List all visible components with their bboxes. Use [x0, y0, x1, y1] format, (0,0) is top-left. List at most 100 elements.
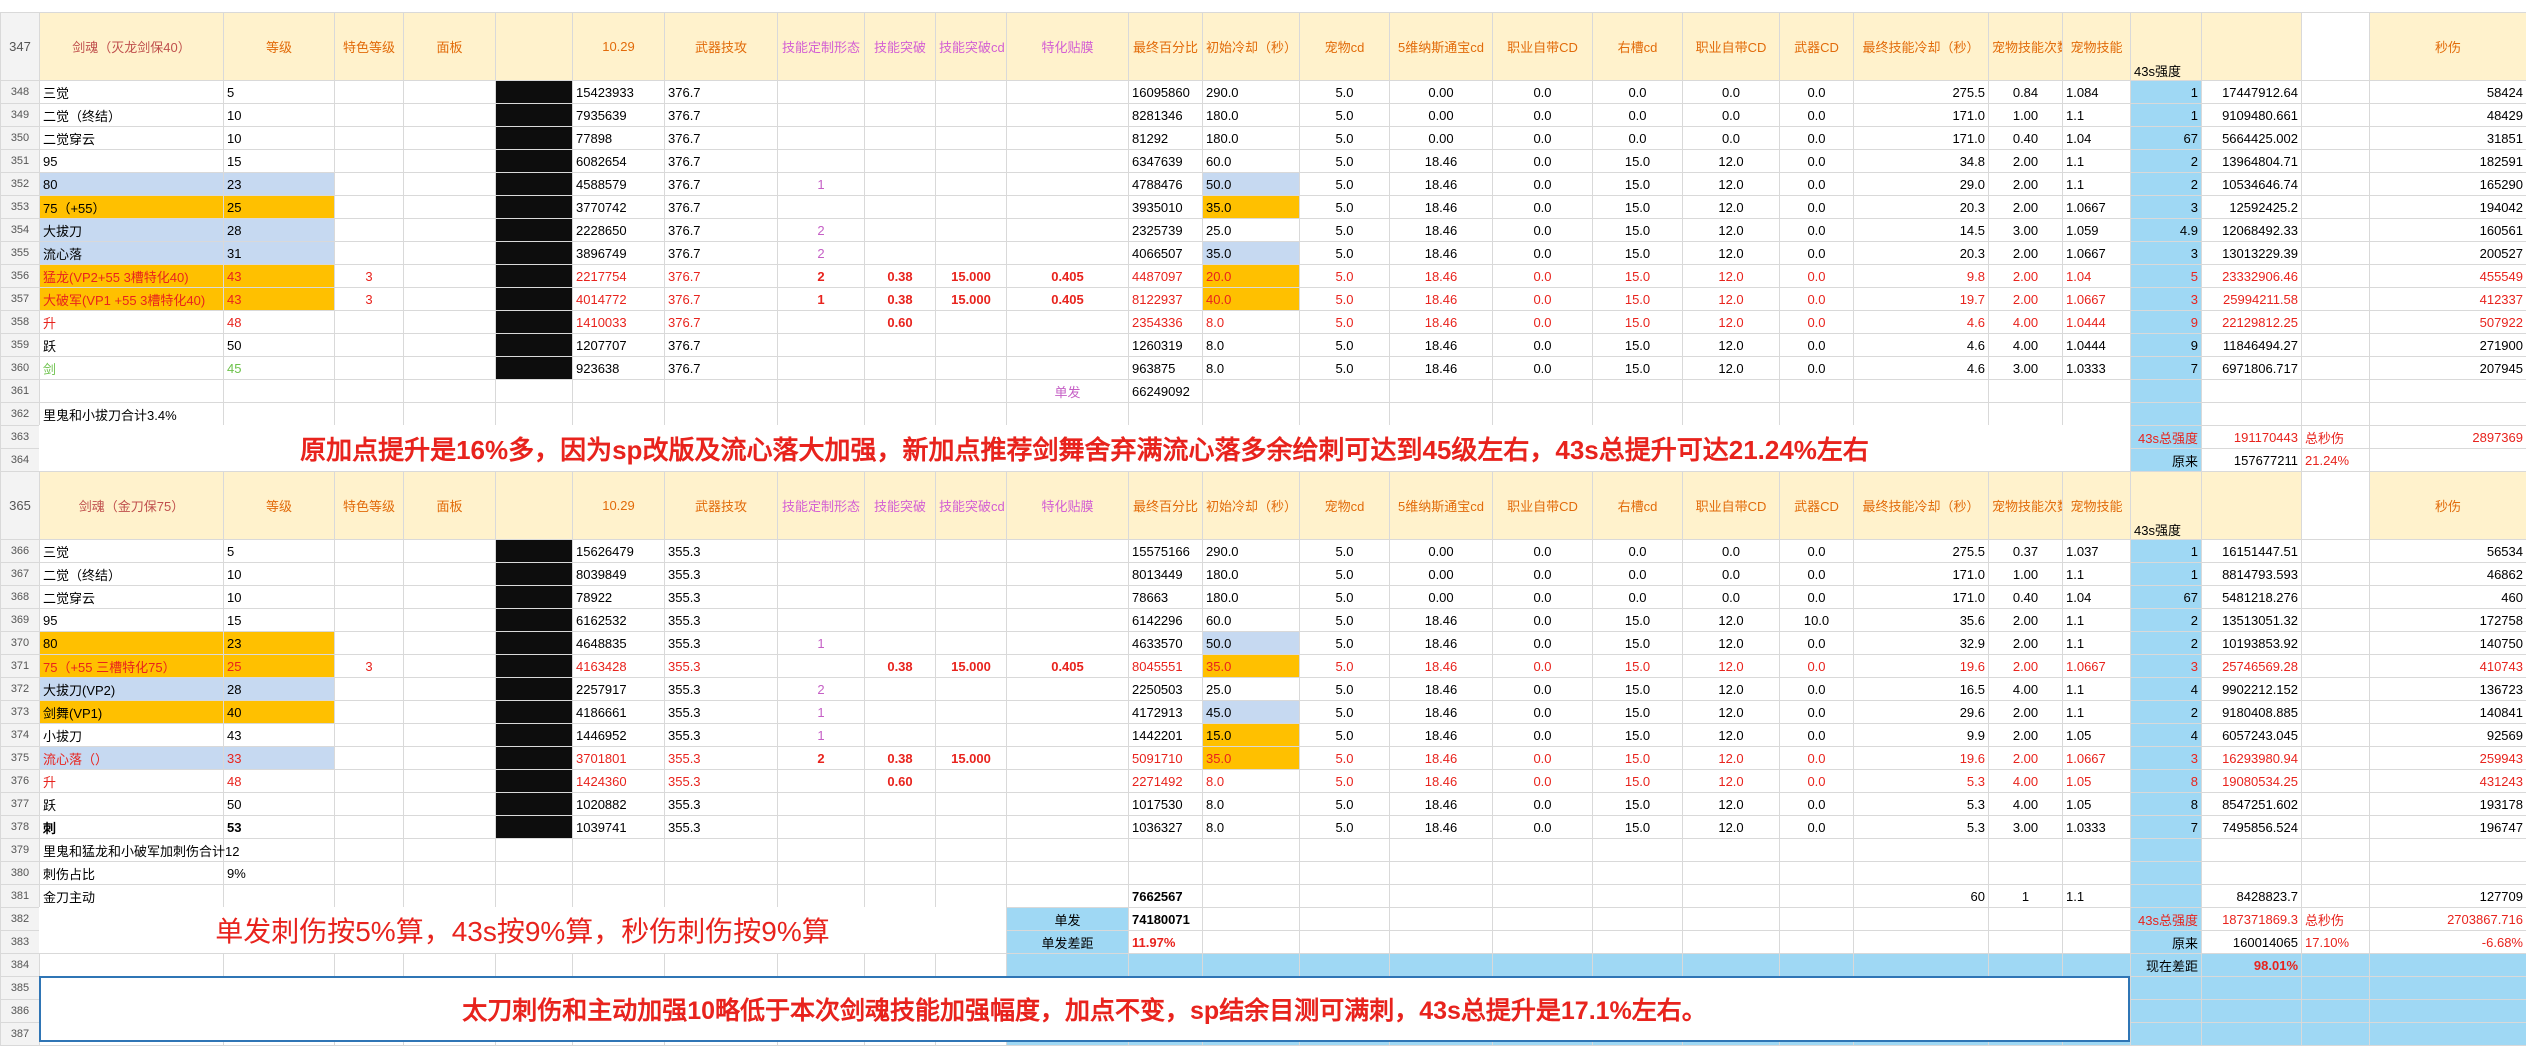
cell: 0.37: [1988, 539, 2063, 563]
cell: 0.0: [1779, 149, 1854, 173]
cell: 3: [334, 654, 404, 678]
cell: [1682, 930, 1780, 954]
cell: 8.0: [1202, 356, 1300, 380]
cell: [2130, 838, 2202, 862]
header-row: 347 剑魂（灭龙剑保40） 等级 特色等级 面板 10.29 武器技攻 技能定制形态 技能突破…: [0, 12, 2526, 81]
cell: 45.0: [1202, 700, 1300, 724]
cell: 12.0: [1682, 654, 1780, 678]
cell: 0.38: [864, 746, 936, 770]
cell: 5.0: [1299, 585, 1390, 609]
cell: 35.0: [1202, 654, 1300, 678]
row-number: 350: [0, 126, 40, 150]
cell: 18.46: [1389, 287, 1493, 311]
cell: [1682, 402, 1780, 426]
cell: 12.0: [1682, 792, 1780, 816]
cell: 9: [2130, 310, 2202, 334]
cell: 0.0: [1682, 585, 1780, 609]
cell: 17.10%: [2301, 930, 2370, 954]
cell: 98.01%: [2201, 953, 2302, 977]
row: 355 流心落 31 3896749 376.7 2 4066507 35.0 5.0 18.46…: [0, 241, 2526, 265]
cell: [1006, 149, 1129, 173]
cell: 0.0: [1592, 585, 1683, 609]
cell: 35.0: [1202, 746, 1300, 770]
cell: [1988, 379, 2063, 403]
cell: 2257917: [572, 677, 665, 701]
cell: 22129812.25: [2201, 310, 2302, 334]
cell: 8: [2130, 792, 2202, 816]
cell: 355.3: [664, 769, 778, 793]
cell: 5.0: [1299, 746, 1390, 770]
cell: 0.0: [1779, 792, 1854, 816]
cell: [1006, 631, 1129, 655]
row-number: 361: [0, 379, 40, 403]
cell: 0.0: [1779, 700, 1854, 724]
cell: 刺: [39, 815, 224, 839]
cell: [334, 356, 404, 380]
cell: [2062, 861, 2131, 885]
cell: [1779, 838, 1854, 862]
cell: 18.46: [1389, 677, 1493, 701]
header-cell: 职业自带CD: [1682, 471, 1780, 540]
cell: [1006, 838, 1129, 862]
cell: 0.0: [1492, 585, 1593, 609]
cell: 现在差距: [2130, 953, 2202, 977]
cell: [1006, 356, 1129, 380]
cell: 15.0: [1592, 264, 1683, 288]
cell: [2369, 379, 2526, 403]
cell: [2301, 103, 2370, 127]
cell: 0.0: [1779, 815, 1854, 839]
row-number: 380: [0, 861, 40, 885]
header-cell: 初始冷却（秒）: [1202, 12, 1300, 81]
header-cell: 职业自带CD: [1682, 12, 1780, 81]
cell: [403, 539, 496, 563]
row-number: 360: [0, 356, 40, 380]
header-cell: 宠物技能: [2062, 12, 2131, 81]
row-number: 358: [0, 310, 40, 334]
row: 378 刺 53 1039741 355.3 1036327 8.0 5.0 18.46 0.0 1…: [0, 815, 2526, 839]
cell: 0.0: [1779, 172, 1854, 196]
cell: 1020882: [572, 792, 665, 816]
cell: [1006, 608, 1129, 632]
cell: [39, 379, 224, 403]
cell: [495, 241, 573, 265]
cell: 8.0: [1202, 310, 1300, 334]
note: 原加点提升是16%多，因为sp改版及流心落大加强，新加点推荐剑舞舍弃满流心落多余…: [39, 425, 2130, 471]
cell: 9.9: [1853, 723, 1989, 747]
cell: 原来: [2130, 448, 2202, 472]
cell: 355.3: [664, 746, 778, 770]
cell: 0.0: [1492, 539, 1593, 563]
cell: [2130, 999, 2202, 1023]
cell: [864, 149, 936, 173]
cell: 16293980.94: [2201, 746, 2302, 770]
cell: 0.0: [1682, 539, 1780, 563]
cell: [1299, 379, 1390, 403]
cell: 8.0: [1202, 815, 1300, 839]
cell: 187371869.3: [2201, 907, 2302, 931]
cell: [1492, 907, 1593, 931]
cell: [572, 884, 665, 908]
cell: [664, 838, 778, 862]
cell: 4: [2130, 723, 2202, 747]
header-cell: 面板: [403, 471, 496, 540]
cell: [2201, 402, 2302, 426]
cell: [2301, 310, 2370, 334]
cell: 1.0667: [2062, 195, 2131, 219]
cell: 58424: [2369, 80, 2526, 104]
cell: 157677211: [2201, 448, 2302, 472]
header-cell: 5维纳斯通宝cd: [1389, 471, 1493, 540]
cell: [935, 539, 1007, 563]
row-number: 382: [0, 907, 40, 931]
cell: 50: [223, 333, 335, 357]
cell: 12592425.2: [2201, 195, 2302, 219]
cell: 3.00: [1988, 815, 2063, 839]
cell: [572, 379, 665, 403]
row: 373 剑舞(VP1) 40 4186661 355.3 1 4172913 45.0 5.0 1…: [0, 700, 2526, 724]
cell: [1006, 562, 1129, 586]
cell: [935, 723, 1007, 747]
cell: 0.0: [1779, 333, 1854, 357]
cell: [664, 884, 778, 908]
cell: 0.0: [1492, 815, 1593, 839]
cell: 8281346: [1128, 103, 1203, 127]
cell: 2.00: [1988, 746, 2063, 770]
cell: 48: [223, 769, 335, 793]
